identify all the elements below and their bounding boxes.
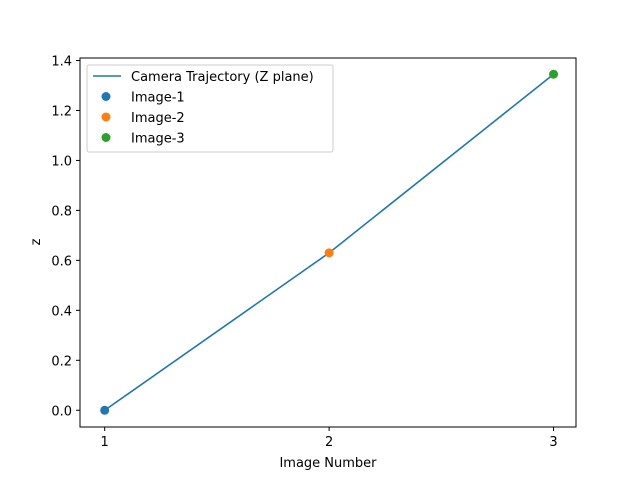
- x-axis-label: Image Number: [279, 456, 377, 471]
- legend: Camera Trajectory (Z plane) Image-1 Image-…: [86, 64, 334, 153]
- points-layer: [100, 69, 559, 415]
- plot-frame: [79, 57, 577, 428]
- legend-swatch-marker: [101, 112, 111, 122]
- legend-label: Camera Trajectory (Z plane): [131, 70, 314, 85]
- legend-label: Image-3: [131, 132, 185, 147]
- y-tick-label: 0.6: [51, 254, 72, 269]
- x-tick-label: 2: [325, 435, 333, 450]
- y-tick-label: 1.2: [51, 104, 72, 119]
- y-tick-label: 0.0: [51, 404, 72, 419]
- y-axis-label: z: [29, 238, 44, 245]
- data-point-image-2: [324, 248, 334, 258]
- y-tick-label: 0.4: [51, 304, 72, 319]
- data-point-image-1: [100, 405, 110, 415]
- y-tick-label: 1.4: [51, 54, 72, 69]
- y-axis-ticks: 0.0 0.2 0.4 0.6 0.8 1.0 1.2 1.4: [51, 54, 80, 419]
- legend-swatch-marker: [101, 92, 111, 101]
- legend-box: [86, 64, 334, 153]
- x-axis-ticks: 1 2 3: [101, 427, 558, 450]
- legend-swatch-marker: [101, 133, 111, 142]
- data-point-image-3: [549, 69, 559, 79]
- legend-label: Image-1: [131, 91, 185, 106]
- y-tick-label: 1.0: [51, 154, 72, 169]
- legend-label: Image-2: [131, 111, 185, 126]
- x-tick-label: 1: [101, 435, 109, 450]
- y-tick-label: 0.2: [51, 354, 72, 369]
- y-tick-label: 0.8: [51, 204, 72, 219]
- x-tick-label: 3: [549, 435, 557, 450]
